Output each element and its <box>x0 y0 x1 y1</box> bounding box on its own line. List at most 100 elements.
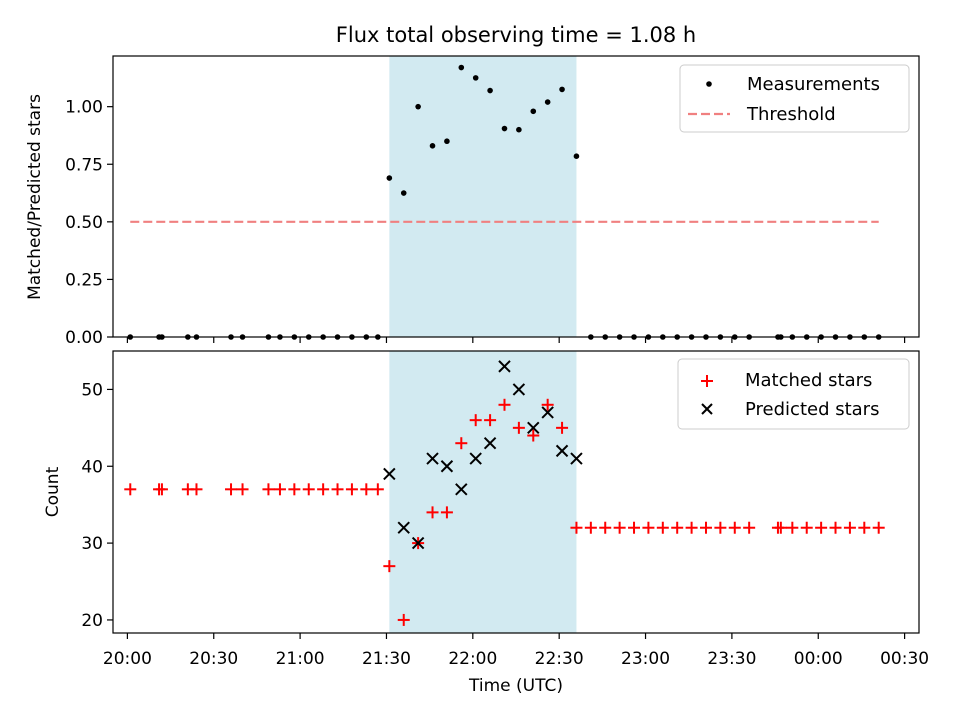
matched-star-point <box>628 521 641 534</box>
legend-swatch-predicted <box>701 403 713 415</box>
matched-star-point <box>345 483 358 496</box>
flux-ratio-panel: Flux total observing time = 1.08 h 0.000… <box>25 23 920 348</box>
matched-star-point <box>512 421 525 434</box>
matched-star-point <box>541 398 554 411</box>
matched-star-point <box>786 521 799 534</box>
matched-star-point <box>642 521 655 534</box>
predicted-star-point <box>383 467 396 481</box>
x-tick-label: 00:30 <box>880 649 929 669</box>
matched-star-point <box>262 483 275 496</box>
matched-star-point <box>273 483 286 496</box>
measurement-point <box>559 86 565 93</box>
measurement-point <box>501 125 508 132</box>
matched-star-point <box>570 521 583 534</box>
x-stroke-b <box>455 483 468 496</box>
measurement-point <box>429 143 436 149</box>
measurement-point <box>472 75 479 81</box>
x-tick-label: 20:30 <box>189 649 238 669</box>
matched-star-point <box>728 521 741 534</box>
y-tick-label: 1.00 <box>65 98 103 118</box>
measurement-point <box>386 175 393 181</box>
predicted-star-point <box>555 444 569 458</box>
matched-star-point <box>599 521 612 534</box>
matched-star-point <box>484 414 497 427</box>
predicted-star-point <box>570 452 583 465</box>
bottom-legend-box <box>677 358 910 430</box>
legend-swatch-matched <box>701 375 713 387</box>
predicted-star-point <box>411 536 425 550</box>
bottom-y-axis-label: Count <box>43 466 63 517</box>
x-stroke-b <box>570 452 583 465</box>
chart-title: Flux total observing time = 1.08 h <box>336 23 696 47</box>
x-stroke-b <box>498 360 511 373</box>
measurement-point <box>573 153 580 159</box>
matched-star-point <box>685 521 698 534</box>
bottom-x-axis: 20:00 20:30 21:00 21:30 22:00 22:30 23:00 23:30… <box>103 633 929 669</box>
x-tick-label: 22:00 <box>448 649 497 669</box>
measurement-point <box>400 190 407 196</box>
x-axis-label: Time (UTC) <box>468 676 563 696</box>
measurement-point <box>458 64 465 71</box>
top-x-axis-ticks <box>126 337 906 343</box>
bottom-series-group <box>124 360 885 626</box>
matched-star-point <box>829 521 842 534</box>
matched-star-point <box>225 483 238 496</box>
predicted-star-point <box>440 460 454 473</box>
y-tick-label: 40 <box>81 457 103 477</box>
measurement-point <box>516 126 522 133</box>
x-stroke-b <box>527 421 540 435</box>
matched-star-point <box>236 483 249 496</box>
x-stroke-b <box>469 452 482 465</box>
x-stroke-b <box>411 536 425 550</box>
x-tick-label: 21:30 <box>362 649 411 669</box>
predicted-star-point <box>498 360 511 373</box>
matched-star-point <box>613 521 626 534</box>
predicted-star-point <box>469 452 482 465</box>
y-tick-label: 0.50 <box>65 213 103 233</box>
legend-swatch-measurements <box>706 81 712 87</box>
predicted-star-point <box>426 452 439 465</box>
x-stroke-b <box>483 436 497 450</box>
x-tick-label: 23:00 <box>621 649 670 669</box>
x-stroke-b <box>383 467 396 481</box>
matched-star-point <box>371 483 384 496</box>
y-tick-label: 20 <box>81 611 103 631</box>
bottom-axes-frame <box>112 350 920 634</box>
matched-star-point <box>317 483 330 496</box>
predicted-star-point <box>527 421 540 435</box>
matched-star-point <box>584 521 597 534</box>
top-legend: Measurements Threshold <box>679 64 910 133</box>
x-stroke-b <box>512 383 526 396</box>
matched-star-point <box>815 521 828 534</box>
predicted-star-point <box>397 521 410 534</box>
measurement-point <box>530 108 537 115</box>
matched-star-point <box>858 521 871 534</box>
matched-star-point <box>397 613 410 626</box>
top-axes-frame <box>112 55 920 338</box>
measurement-point <box>444 138 450 145</box>
x-stroke-b <box>555 444 569 458</box>
y-tick-label: 50 <box>81 380 103 400</box>
x-stroke-b <box>440 460 454 473</box>
top-y-axis: 0.00 0.25 0.50 0.75 1.00 <box>65 98 113 348</box>
x-tick-label: 20:00 <box>103 649 152 669</box>
legend-label-predicted: Predicted stars <box>745 399 879 420</box>
measurement-point <box>415 103 421 110</box>
legend-label-matched: Matched stars <box>745 370 872 391</box>
x-tick-label: 21:00 <box>276 649 325 669</box>
predicted-star-point <box>455 483 468 496</box>
x-stroke-b <box>426 452 439 465</box>
predicted-star-point <box>483 436 497 450</box>
matched-star-point <box>383 560 396 573</box>
y-tick-label: 0.25 <box>65 270 103 290</box>
matched-star-point <box>155 483 168 496</box>
top-y-axis-label: Matched/Predicted stars <box>25 94 45 300</box>
bottom-y-axis: 20 30 40 50 <box>81 380 113 631</box>
matched-star-point <box>288 483 301 496</box>
measurement-point <box>544 99 551 105</box>
x-tick-label: 23:30 <box>707 649 756 669</box>
matched-star-point <box>671 521 684 534</box>
matched-star-point <box>469 414 482 427</box>
